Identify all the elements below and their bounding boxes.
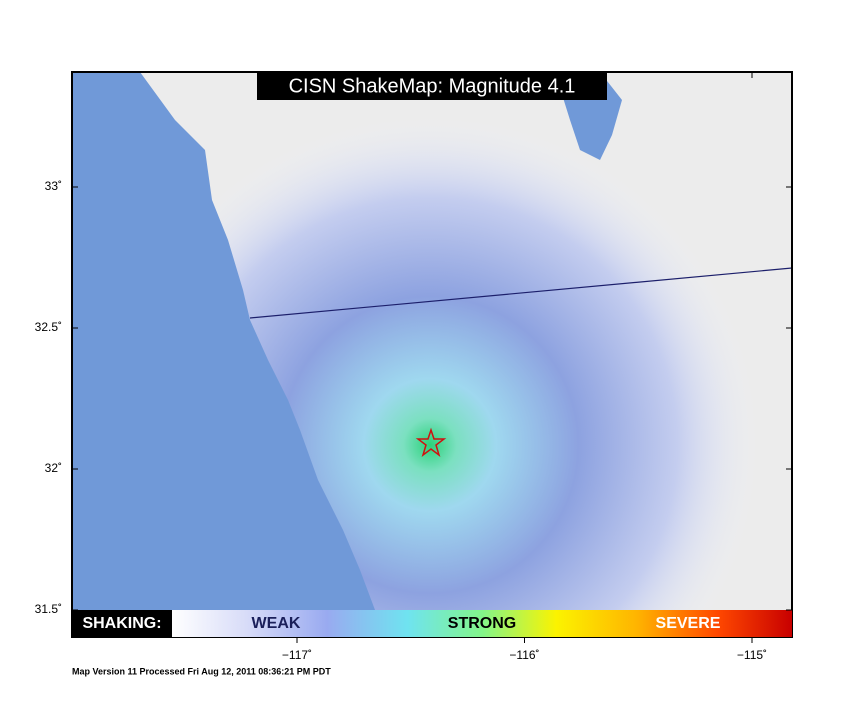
legend-label: WEAK: [252, 615, 301, 632]
title: CISN ShakeMap: Magnitude 4.1: [289, 75, 576, 97]
map-area: [72, 72, 792, 610]
legend-scale: [172, 610, 792, 637]
lon-label: −116˚: [509, 648, 539, 662]
epicenter: [415, 427, 447, 457]
title-box: [257, 72, 607, 100]
lon-label: −117˚: [282, 648, 312, 662]
lat-label: 33˚: [45, 179, 62, 193]
legend-heading-box: [72, 610, 172, 637]
ocean: [72, 72, 375, 610]
border: [249, 267, 792, 319]
lat-label: 32.5˚: [35, 320, 62, 334]
footer: Map Version 11 Processed Fri Aug 12, 201…: [72, 666, 331, 676]
lon-label: −115˚: [737, 648, 767, 662]
legend-label: STRONG: [448, 615, 516, 632]
lat-label: 31.5˚: [35, 602, 62, 616]
legend-heading: SHAKING:: [82, 615, 161, 632]
legend-label: SEVERE: [656, 615, 721, 632]
lat-label: 32˚: [45, 461, 62, 475]
